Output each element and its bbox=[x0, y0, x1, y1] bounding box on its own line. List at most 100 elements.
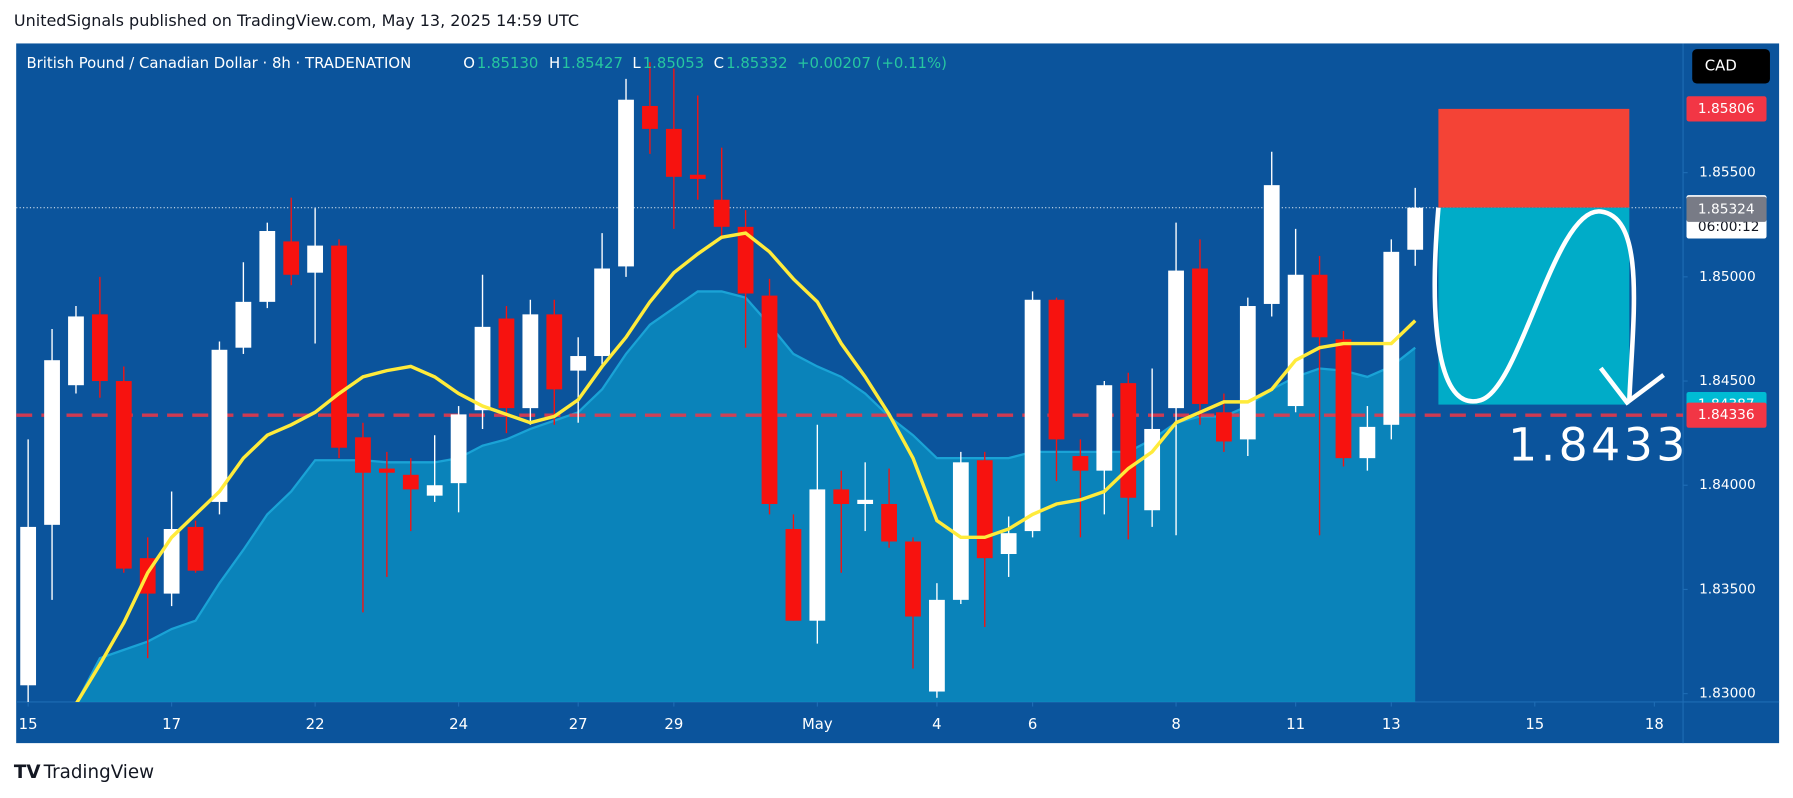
price-label-box bbox=[1686, 96, 1767, 122]
candle-body bbox=[44, 360, 60, 525]
candle-body bbox=[809, 489, 826, 621]
high-value: 1.85427 bbox=[562, 54, 623, 72]
x-tick-label: May bbox=[802, 715, 833, 733]
candle-body bbox=[91, 314, 108, 382]
y-tick-label: 1.83500 bbox=[1699, 581, 1756, 597]
open-key: O bbox=[463, 54, 475, 72]
price-label: 1.85324 bbox=[1698, 201, 1755, 217]
candle-body bbox=[498, 318, 515, 409]
y-tick-label: 1.83000 bbox=[1699, 686, 1756, 702]
header: UnitedSignals published on TradingView.c… bbox=[14, 11, 579, 30]
candle-body bbox=[20, 526, 37, 686]
candle-body bbox=[426, 485, 443, 496]
currency-label: CAD bbox=[1705, 56, 1737, 74]
candle-body bbox=[115, 381, 132, 569]
candle-body bbox=[881, 503, 897, 542]
arrow-head bbox=[1598, 366, 1666, 406]
candle-body bbox=[1263, 185, 1280, 304]
candle-body bbox=[1120, 383, 1137, 498]
low-key: L bbox=[632, 54, 641, 72]
y-tick-label: 1.84500 bbox=[1699, 373, 1756, 389]
candle-body bbox=[211, 349, 228, 502]
candle-body bbox=[1168, 270, 1184, 409]
annotation: 1.8433 bbox=[1508, 419, 1689, 472]
candle-body bbox=[1335, 339, 1352, 459]
close-key: C bbox=[714, 54, 724, 72]
candle-body bbox=[307, 245, 324, 273]
candle-body bbox=[1048, 299, 1065, 440]
y-tick-label: 1.84000 bbox=[1699, 477, 1756, 493]
change-value: +0.00207 (+0.11%) bbox=[797, 54, 947, 72]
candle-body bbox=[857, 499, 874, 504]
overlay: 1.83000 1.83500 1.84000 1.84500 1.85000 1.855… bbox=[19, 96, 1767, 733]
candle-body bbox=[1192, 268, 1208, 404]
candle-body bbox=[355, 437, 371, 473]
area-fill bbox=[75, 291, 1416, 702]
candle-body bbox=[1407, 207, 1424, 250]
x-tick-label: 4 bbox=[932, 715, 941, 733]
candle-body bbox=[976, 460, 993, 559]
x-tick-label: 8 bbox=[1171, 715, 1180, 733]
x-tick-label: 6 bbox=[1028, 715, 1037, 733]
candle-body bbox=[1072, 456, 1089, 471]
candle-body bbox=[1024, 299, 1041, 532]
candle-body bbox=[1096, 385, 1113, 471]
candle-body bbox=[642, 105, 658, 129]
stop-zone bbox=[1438, 108, 1630, 208]
countdown: 06:00:12 bbox=[1698, 219, 1760, 235]
price-label: 1.84336 bbox=[1698, 407, 1755, 423]
legend: British Pound / Canadian Dollar · 8h · T… bbox=[26, 54, 946, 72]
candle-body bbox=[570, 356, 587, 371]
candle-body bbox=[761, 295, 778, 504]
candle-body bbox=[283, 241, 300, 275]
candle-body bbox=[929, 599, 945, 692]
candle-body bbox=[235, 301, 252, 348]
x-tick-label: 11 bbox=[1286, 715, 1305, 733]
low-value: 1.85053 bbox=[643, 54, 704, 72]
candle-body bbox=[618, 99, 634, 267]
symbol-title: British Pound / Canadian Dollar · 8h · T… bbox=[26, 54, 411, 72]
x-tick-label: 13 bbox=[1382, 715, 1401, 733]
x-tick-label: 15 bbox=[19, 715, 38, 733]
x-tick-label: 24 bbox=[449, 715, 468, 733]
candle-body bbox=[187, 526, 204, 571]
candle-body bbox=[1311, 274, 1328, 338]
x-tick-label: 22 bbox=[306, 715, 325, 733]
x-tick-label: 18 bbox=[1645, 715, 1664, 733]
open-value: 1.85130 bbox=[477, 54, 538, 72]
brand-logo: TV bbox=[14, 762, 41, 783]
price-label: 1.85806 bbox=[1698, 101, 1755, 117]
close-value: 1.85332 bbox=[726, 54, 787, 72]
x-tick-label: 29 bbox=[664, 715, 683, 733]
currency-button[interactable] bbox=[1692, 49, 1770, 84]
candle-body bbox=[1144, 428, 1161, 511]
candle-body bbox=[68, 316, 84, 386]
candle-body bbox=[522, 314, 539, 409]
candle-body bbox=[905, 541, 921, 617]
arrow-curve bbox=[1432, 207, 1637, 404]
candle-body bbox=[1216, 412, 1232, 442]
candle-body bbox=[450, 414, 467, 484]
price-label-box bbox=[1686, 196, 1767, 222]
candle-body bbox=[952, 462, 969, 600]
candle-body bbox=[331, 245, 347, 448]
candle-body bbox=[474, 326, 491, 411]
candle-body bbox=[1239, 306, 1256, 440]
candle-body bbox=[737, 226, 754, 294]
y-tick-label: 1.85000 bbox=[1699, 269, 1756, 285]
candle-body bbox=[1359, 426, 1376, 459]
candle-body bbox=[833, 489, 850, 504]
candle-body bbox=[402, 474, 419, 490]
x-tick-label: 27 bbox=[569, 715, 588, 733]
candle-body bbox=[1383, 251, 1400, 425]
x-tick-label: 17 bbox=[162, 715, 181, 733]
candle-body bbox=[546, 314, 563, 390]
x-tick-label: 15 bbox=[1525, 715, 1544, 733]
candle-body bbox=[378, 468, 395, 473]
candle-body bbox=[594, 268, 610, 357]
candle-body bbox=[1000, 533, 1017, 555]
candle-body bbox=[785, 528, 802, 621]
ma-line bbox=[75, 231, 1417, 702]
